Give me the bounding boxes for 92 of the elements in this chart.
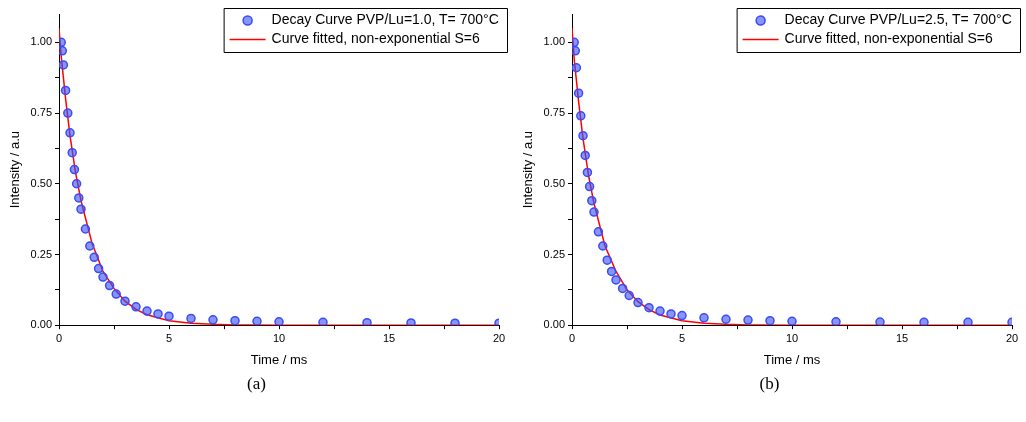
point	[80, 224, 91, 234]
point	[71, 179, 82, 189]
point	[208, 315, 218, 325]
point	[93, 263, 104, 274]
point	[598, 241, 608, 251]
point	[318, 317, 328, 326]
point	[743, 315, 753, 325]
point	[573, 88, 584, 98]
point	[59, 60, 69, 70]
x-tick-label: 20	[1005, 331, 1019, 344]
legend-label: Decay Curve PVP/Lu=2.5, T= 700°C	[784, 11, 1012, 28]
point	[230, 315, 240, 326]
y-tick-label: 0.75	[543, 106, 566, 119]
x-tick-label: 10	[785, 331, 799, 344]
point	[580, 150, 590, 161]
point	[142, 306, 152, 316]
legend-label: Decay Curve PVP/Lu=1.0, T= 700°C	[271, 11, 499, 28]
point	[362, 317, 372, 326]
point	[919, 317, 929, 326]
point	[186, 313, 196, 324]
point	[699, 313, 709, 323]
y-tick-label: 0.75	[30, 106, 53, 119]
point	[644, 302, 654, 313]
point	[59, 46, 68, 56]
x-tick-label: 15	[382, 331, 396, 344]
point	[584, 181, 595, 192]
point	[104, 280, 115, 291]
point	[578, 130, 588, 141]
point	[655, 306, 665, 316]
x-axis-title: Time / ms	[250, 351, 308, 367]
x-tick-label: 5	[165, 331, 173, 344]
y-tick-label: 1.00	[543, 35, 566, 48]
point	[611, 275, 621, 285]
point	[572, 46, 581, 56]
point	[572, 63, 582, 73]
point	[606, 266, 617, 277]
y-axis-title: Intensity / a.u	[7, 130, 23, 209]
point	[666, 309, 676, 319]
y-tick-label: 0.25	[30, 247, 53, 260]
y-tick-label: 0.25	[543, 247, 566, 260]
point	[582, 167, 593, 178]
legend-label: Curve fitted, non-exponential S=6	[271, 30, 481, 47]
y-tick-label: 0.50	[30, 176, 53, 189]
y-tick-label: 0.00	[543, 318, 566, 331]
y-tick-label: 0.00	[30, 318, 53, 331]
point	[677, 310, 687, 321]
x-tick-label: 0	[568, 331, 576, 344]
point	[60, 85, 71, 96]
point	[274, 317, 284, 326]
point	[576, 111, 586, 121]
x-tick-label: 15	[895, 331, 909, 344]
y-tick-label: 0.50	[543, 176, 566, 189]
legend-label: Curve fitted, non-exponential S=6	[784, 30, 994, 47]
x-tick-label: 0	[55, 331, 63, 344]
point	[721, 314, 731, 325]
point	[589, 207, 599, 217]
text: (a)	[246, 374, 267, 394]
point	[74, 193, 84, 203]
point	[602, 255, 612, 265]
point	[593, 227, 604, 237]
x-tick-label: 20	[492, 331, 506, 344]
point	[963, 317, 973, 326]
x-tick-label: 10	[272, 331, 286, 344]
point	[131, 302, 141, 312]
point	[875, 317, 885, 326]
point	[111, 289, 121, 299]
point	[120, 296, 130, 306]
y-axis-title: Intensity / a.u	[520, 130, 536, 209]
point	[406, 318, 416, 326]
point	[831, 317, 841, 326]
point	[633, 297, 643, 308]
point	[252, 316, 262, 326]
point	[450, 318, 460, 326]
point	[617, 283, 628, 294]
point	[85, 241, 95, 251]
point	[153, 309, 163, 319]
text: (b)	[758, 374, 781, 394]
point	[65, 128, 75, 138]
point	[787, 316, 797, 326]
point	[76, 204, 86, 214]
point	[89, 252, 99, 263]
point	[624, 290, 634, 301]
point	[587, 195, 597, 206]
point	[164, 311, 174, 321]
point	[67, 147, 77, 158]
y-tick-label: 1.00	[30, 35, 53, 48]
point	[765, 315, 775, 326]
point	[63, 108, 73, 118]
x-tick-label: 5	[678, 331, 686, 344]
point	[69, 164, 80, 175]
x-axis-title: Time / ms	[763, 351, 821, 367]
point	[98, 272, 108, 282]
